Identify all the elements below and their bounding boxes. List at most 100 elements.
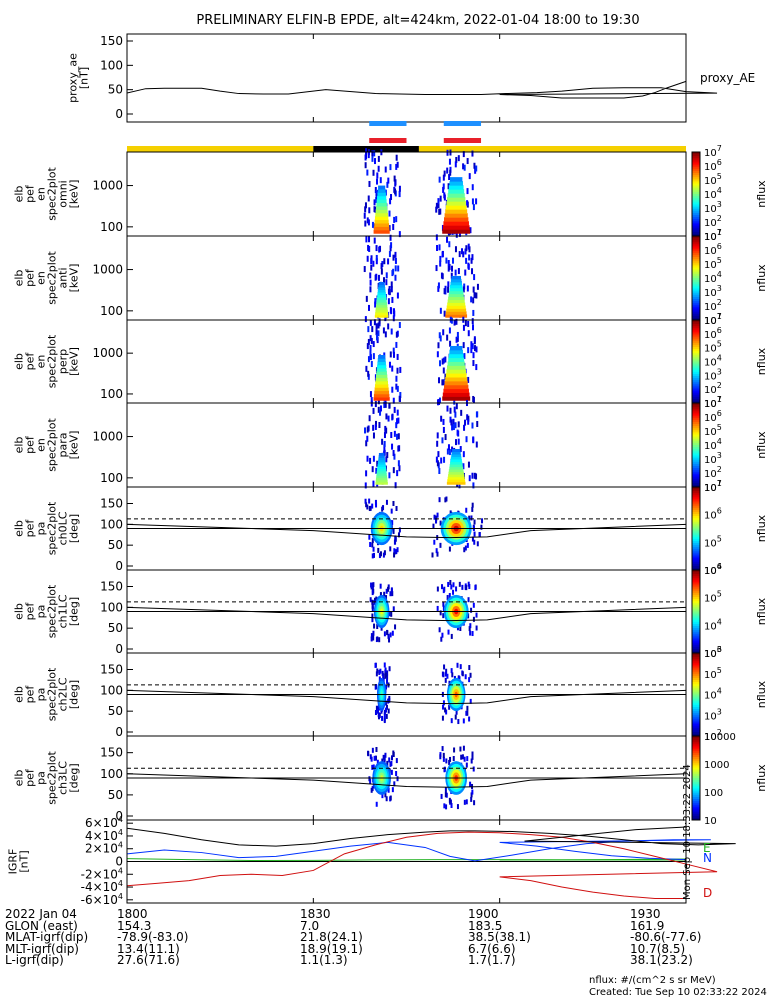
spec_anti-speckle	[363, 266, 366, 273]
spec_perp-speckle	[470, 347, 473, 354]
spec_anti-speckle	[390, 242, 393, 249]
pa_ch3LC-speckle	[382, 754, 385, 760]
pa_ch2LC-speckle	[455, 709, 458, 715]
spec_anti-speckle	[375, 245, 378, 252]
spec_omni-speckle	[367, 219, 370, 226]
pa_ch1LC-colorbar-swatch	[692, 574, 700, 577]
spec_anti-speckle	[471, 254, 474, 261]
spec_anti-speckle	[387, 258, 390, 265]
spec_omni-speckle	[393, 175, 396, 182]
pa_ch1LC-speckle	[370, 636, 373, 642]
spec_perp-speckle	[442, 379, 445, 386]
pa_ch3LC-colorbar-swatch	[692, 740, 700, 743]
pa_ch3LC-speckle	[369, 778, 372, 784]
spec_para-speckle	[465, 436, 468, 443]
pa_ch1LC-speckle	[370, 633, 373, 639]
spec_perp-colorbar-swatch	[692, 367, 700, 371]
spec_anti-blob-0	[377, 294, 387, 298]
spec_anti-speckle	[367, 304, 370, 311]
pa_ch3LC-colorbar-swatch	[692, 786, 700, 789]
pa_ch2LC-heatmap	[374, 662, 472, 725]
pa_ch1LC-speckle	[372, 630, 375, 636]
spec_perp-blob-1	[442, 392, 470, 397]
pa_ch3LC-speckle	[383, 757, 386, 763]
spec_omni-blob-0	[377, 192, 386, 197]
pa_ch0LC-speckle	[476, 541, 479, 547]
spec_anti-blob-1	[449, 287, 463, 292]
pa_ch0LC-speckle	[463, 547, 466, 553]
spec_para-colorbar-swatch	[692, 434, 700, 438]
spec_anti-colorbar-swatch	[692, 280, 700, 283]
spec_omni-colorbar-swatch	[692, 204, 700, 208]
igrf-legend-N: N	[703, 851, 712, 865]
spec_para-colorbar-swatch	[692, 451, 700, 454]
footer-row-label: 2022 Jan 04	[5, 907, 77, 921]
pa_ch3LC-speckle	[471, 751, 474, 757]
pa_ch0LC-speckle	[377, 547, 380, 553]
spec_anti-speckle	[451, 265, 454, 272]
spec_perp-blob-1	[445, 377, 468, 382]
pa_ch1LC-speckle	[383, 631, 386, 637]
pa_ch1LC-colorbar-tick-0: 106	[704, 562, 722, 577]
spec_omni-colorbar-swatch	[692, 173, 700, 176]
spec_perp-speckle	[382, 327, 385, 334]
spec_para-blob-0	[378, 457, 385, 461]
ephemeris-marker-1	[369, 138, 407, 143]
pa_ch2LC-speckle	[374, 710, 377, 716]
spec_anti-colorbar-swatch	[692, 315, 700, 319]
spec_omni-speckle	[448, 174, 451, 181]
footer-cell: 6.7(6.6)	[468, 941, 516, 956]
pa_ch2LC-colorbar-swatch	[692, 713, 700, 716]
spec_perp-speckle	[395, 331, 398, 338]
igrf-series-E	[126, 858, 687, 862]
spec_anti-colorbar-swatch	[692, 250, 700, 254]
pa_ch0LC-speckle	[480, 524, 483, 530]
spec_anti-colorbar-swatch	[692, 236, 700, 239]
spec_anti-blob-1	[450, 281, 462, 286]
proxy-ae-frame	[126, 33, 687, 123]
spec_perp-speckle	[437, 342, 440, 349]
spec_perp-colorbar-swatch	[692, 340, 700, 344]
pa_ch1LC-speckle	[441, 632, 444, 638]
pa_ch1LC-speckle	[386, 629, 389, 635]
ephemeris-marker-2	[443, 121, 482, 126]
spec_anti-speckle	[439, 307, 442, 314]
pa_ch0LC-colorbar-swatch	[692, 497, 700, 500]
pa_ch2LC-speckle	[468, 665, 471, 671]
pa_ch3LC-colorbar-swatch	[692, 769, 700, 773]
spec_omni-speckle	[363, 212, 366, 219]
pa_ch0LC-speckle	[445, 496, 448, 502]
spec_perp-colorbar-swatch	[692, 328, 700, 331]
spec_para-colorbar-swatch	[692, 403, 700, 406]
created-stamp: Created: Tue Sep 10 02:33:22 2024	[589, 987, 767, 998]
spec_para-speckle	[475, 441, 478, 448]
spec_omni-colorbar-swatch	[692, 231, 700, 235]
pa_ch1LC-speckle	[375, 596, 378, 602]
spec_perp-speckle	[395, 341, 398, 348]
spec_omni-blob-0	[374, 219, 389, 224]
spec_omni-heatmap	[363, 148, 478, 238]
spec_anti-speckle	[372, 260, 375, 267]
pa_ch0LC-speckle	[470, 515, 473, 521]
spec_para-speckle	[379, 409, 382, 416]
pa_ch0LC-speckle	[478, 532, 481, 538]
spec_anti-blob-1	[448, 296, 465, 301]
spec_anti-speckle	[366, 255, 369, 262]
spec_para-colorbar-swatch	[692, 453, 700, 456]
spec_anti-colorbar-tick-1: 106	[704, 242, 722, 257]
spec_para-speckle	[446, 448, 449, 455]
spec_para-colorbar-swatch	[692, 466, 700, 469]
pa_ch0LC-speckle	[481, 518, 484, 524]
pa_ch1LC-colorbar-swatch	[692, 588, 700, 592]
spec_perp-speckle	[467, 320, 470, 327]
pa_ch0LC-speckle	[366, 504, 369, 510]
spec_omni-speckle	[394, 179, 397, 186]
spec_para-speckle	[438, 399, 441, 406]
pa_ch0LC-speckle	[433, 514, 436, 520]
pa_ch0LC-ytick-label-3: 0	[115, 559, 123, 573]
spec_para-colorbar-swatch	[692, 409, 700, 412]
pa_ch3LC-speckle	[442, 756, 445, 762]
pa_ch2LC-colorbar-swatch	[692, 671, 700, 675]
spec_omni-colorbar-swatch	[692, 177, 700, 180]
spec_omni-blob-0	[376, 205, 388, 210]
